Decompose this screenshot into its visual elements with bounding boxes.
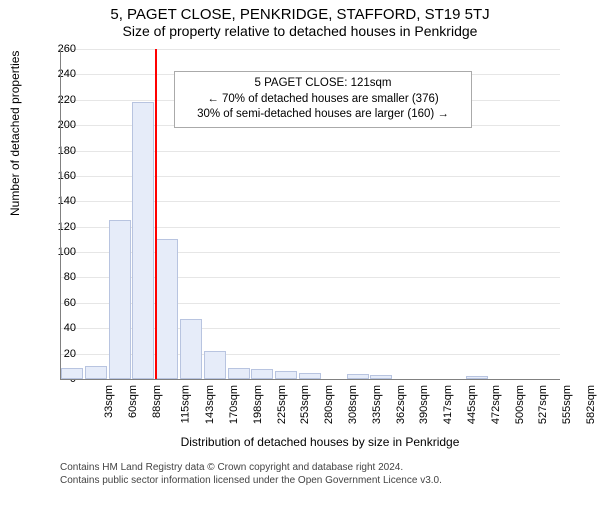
ytick-label: 260 bbox=[46, 43, 76, 55]
xtick-label: 198sqm bbox=[252, 385, 264, 424]
annotation-line: ← 70% of detached houses are smaller (37… bbox=[183, 92, 463, 108]
xtick-label: 362sqm bbox=[395, 385, 407, 424]
xtick-label: 335sqm bbox=[371, 385, 383, 424]
histogram-bar bbox=[85, 366, 107, 379]
footer-line-2: Contains public sector information licen… bbox=[60, 474, 600, 487]
chart-title: 5, PAGET CLOSE, PENKRIDGE, STAFFORD, ST1… bbox=[0, 6, 600, 23]
xtick-label: 390sqm bbox=[419, 385, 431, 424]
ytick-label: 120 bbox=[46, 221, 76, 233]
ytick-label: 140 bbox=[46, 195, 76, 207]
xtick-label: 527sqm bbox=[538, 385, 550, 424]
ytick-label: 220 bbox=[46, 94, 76, 106]
xtick-label: 33sqm bbox=[103, 385, 115, 418]
ytick-label: 160 bbox=[46, 170, 76, 182]
ytick-label: 200 bbox=[46, 119, 76, 131]
xtick-label: 225sqm bbox=[276, 385, 288, 424]
histogram-bar bbox=[370, 375, 392, 379]
ytick-label: 40 bbox=[46, 322, 76, 334]
histogram-bar bbox=[61, 368, 83, 379]
footer-line-1: Contains HM Land Registry data © Crown c… bbox=[60, 461, 600, 474]
ytick-label: 180 bbox=[46, 145, 76, 157]
xtick-label: 170sqm bbox=[228, 385, 240, 424]
histogram-bar bbox=[180, 319, 202, 379]
histogram-bar bbox=[132, 102, 154, 379]
histogram-bar bbox=[466, 376, 488, 379]
chart-container: 5, PAGET CLOSE, PENKRIDGE, STAFFORD, ST1… bbox=[0, 6, 600, 506]
xtick-label: 555sqm bbox=[561, 385, 573, 424]
reference-line bbox=[155, 49, 157, 379]
ytick-label: 20 bbox=[46, 348, 76, 360]
annotation-box: 5 PAGET CLOSE: 121sqm← 70% of detached h… bbox=[174, 71, 472, 128]
xtick-label: 472sqm bbox=[490, 385, 502, 424]
xtick-label: 500sqm bbox=[514, 385, 526, 424]
footer: Contains HM Land Registry data © Crown c… bbox=[60, 461, 600, 487]
annotation-line: 5 PAGET CLOSE: 121sqm bbox=[183, 76, 463, 92]
ytick-label: 60 bbox=[46, 297, 76, 309]
ytick-label: 80 bbox=[46, 271, 76, 283]
ytick-label: 100 bbox=[46, 246, 76, 258]
chart-subtitle: Size of property relative to detached ho… bbox=[0, 23, 600, 39]
x-axis-label: Distribution of detached houses by size … bbox=[40, 435, 600, 449]
xtick-label: 88sqm bbox=[151, 385, 163, 418]
ytick-label: 240 bbox=[46, 68, 76, 80]
xtick-label: 582sqm bbox=[585, 385, 597, 424]
y-axis-label: Number of detached properties bbox=[8, 51, 22, 216]
x-axis-line bbox=[60, 379, 560, 380]
xtick-label: 280sqm bbox=[323, 385, 335, 424]
annotation-line: 30% of semi-detached houses are larger (… bbox=[183, 107, 463, 123]
histogram-bar bbox=[156, 239, 178, 379]
xtick-label: 417sqm bbox=[442, 385, 454, 424]
histogram-bar bbox=[251, 369, 273, 379]
histogram-bar bbox=[275, 371, 297, 379]
histogram-bar bbox=[109, 220, 131, 379]
xtick-label: 143sqm bbox=[204, 385, 216, 424]
histogram-bar bbox=[299, 373, 321, 379]
xtick-label: 60sqm bbox=[127, 385, 139, 418]
chart-plot-area: 02040608010012014016018020022024026033sq… bbox=[60, 49, 580, 399]
xtick-label: 253sqm bbox=[300, 385, 312, 424]
xtick-label: 115sqm bbox=[180, 385, 192, 423]
histogram-bar bbox=[347, 374, 369, 379]
xtick-label: 445sqm bbox=[466, 385, 478, 424]
histogram-bar bbox=[228, 368, 250, 379]
gridline bbox=[60, 49, 560, 50]
xtick-label: 308sqm bbox=[347, 385, 359, 424]
histogram-bar bbox=[204, 351, 226, 379]
y-axis-line bbox=[60, 49, 61, 379]
